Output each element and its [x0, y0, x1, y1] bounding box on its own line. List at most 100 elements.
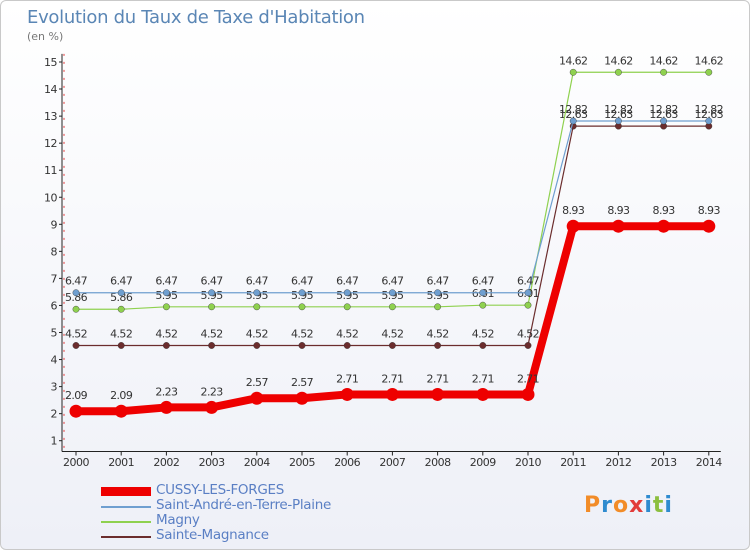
data-point	[524, 301, 532, 309]
data-label: 2.23	[155, 385, 178, 398]
data-label: 12.82	[649, 103, 678, 116]
data-point	[569, 68, 577, 76]
data-point	[208, 289, 216, 297]
data-label: 14.62	[559, 54, 588, 67]
x-tick-label: 2007	[379, 456, 405, 469]
x-tick-label: 2014	[696, 456, 722, 469]
data-label: 6.47	[336, 275, 359, 288]
data-label: 5.86	[110, 291, 133, 304]
y-tick-label: 8	[51, 245, 58, 258]
data-point	[431, 387, 445, 401]
data-label: 12.63	[695, 108, 724, 121]
data-point	[702, 219, 716, 233]
data-point	[205, 400, 219, 414]
data-point	[72, 342, 80, 349]
x-tick-label: 2013	[651, 456, 677, 469]
data-point	[705, 117, 713, 125]
data-point	[114, 404, 128, 418]
legend-label: Sainte-Magnance	[156, 527, 269, 543]
data-point	[566, 219, 580, 233]
legend-label: Magny	[156, 512, 200, 528]
data-label: 8.93	[562, 204, 585, 217]
data-label: 4.52	[155, 327, 177, 340]
data-point	[434, 289, 441, 297]
data-label: 12.63	[559, 108, 588, 121]
y-tick-label: 12	[44, 137, 57, 150]
logo-letter: t	[652, 493, 665, 518]
data-label: 12.82	[604, 103, 633, 116]
data-point	[72, 305, 80, 313]
y-tick-label: 15	[44, 56, 57, 69]
data-point	[343, 289, 351, 297]
data-label: 6.47	[517, 275, 540, 288]
legend-swatch	[101, 521, 151, 523]
data-label: 6.47	[201, 275, 224, 288]
data-point	[162, 303, 170, 311]
data-label: 4.52	[381, 327, 403, 340]
data-point	[253, 342, 261, 349]
x-tick-label: 2002	[153, 456, 179, 469]
data-label: 6.47	[291, 275, 314, 288]
data-label: 8.93	[698, 204, 721, 217]
data-label: 14.62	[604, 54, 633, 67]
data-label: 8.93	[653, 204, 676, 217]
data-label: 5.86	[65, 291, 88, 304]
data-label: 2.71	[381, 372, 403, 385]
data-label: 6.47	[472, 275, 495, 288]
data-label: 4.52	[65, 327, 87, 340]
y-tick-label: 2	[51, 408, 58, 421]
data-point	[298, 289, 306, 297]
data-label: 12.82	[559, 103, 588, 116]
data-label: 14.62	[695, 54, 724, 67]
data-point	[208, 303, 216, 311]
data-point	[660, 117, 667, 125]
x-tick-label: 2006	[334, 456, 360, 469]
y-tick-label: 7	[51, 272, 58, 285]
data-label: 2.57	[291, 376, 314, 389]
data-label: 4.52	[291, 327, 313, 340]
y-tick-label: 11	[44, 164, 57, 177]
logo-letter: o	[612, 493, 630, 518]
data-point	[524, 289, 532, 297]
data-label: 6.47	[427, 275, 450, 288]
data-label: 14.62	[649, 54, 678, 67]
y-tick-label: 5	[51, 327, 58, 340]
data-point	[385, 387, 399, 401]
data-label: 2.57	[246, 376, 269, 389]
data-label: 4.52	[472, 327, 494, 340]
data-label: 12.63	[649, 108, 678, 121]
data-point	[476, 387, 490, 401]
x-tick-label: 2001	[108, 456, 134, 469]
logo-letter: P	[584, 493, 602, 518]
x-tick-label: 2012	[605, 456, 631, 469]
x-tick-label: 2011	[560, 456, 586, 469]
chart-title: Evolution du Taux de Taxe d'Habitation	[27, 7, 365, 28]
data-label: 6.47	[65, 275, 88, 288]
data-label: 4.52	[201, 327, 223, 340]
data-point	[253, 303, 261, 311]
data-label: 8.93	[607, 204, 630, 217]
data-point	[388, 342, 396, 349]
logo-letter: i	[644, 493, 653, 518]
data-point	[521, 387, 535, 401]
data-label: 4.52	[517, 327, 539, 340]
data-point	[388, 303, 396, 311]
data-label: 4.52	[246, 327, 268, 340]
x-tick-label: 2005	[289, 456, 315, 469]
series-line	[75, 125, 710, 347]
data-point	[72, 289, 80, 297]
data-point	[340, 387, 354, 401]
y-tick-label: 4	[51, 354, 58, 367]
data-point	[250, 391, 264, 405]
data-label: 2.09	[65, 389, 88, 402]
data-point	[611, 219, 625, 233]
data-label: 2.71	[472, 372, 494, 385]
y-tick-label: 10	[44, 191, 57, 204]
data-point	[657, 219, 671, 233]
y-tick-label: 13	[44, 110, 57, 123]
data-point	[69, 404, 83, 418]
data-point	[343, 342, 351, 349]
data-point	[298, 342, 306, 349]
data-point	[479, 301, 487, 309]
